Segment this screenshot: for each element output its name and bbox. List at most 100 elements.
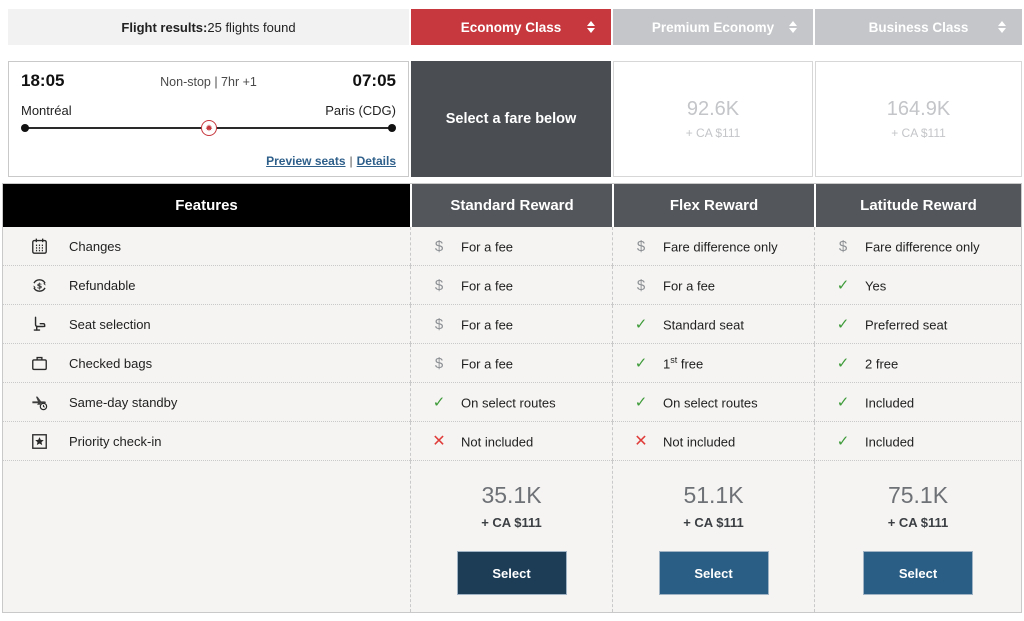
standby-plane-icon <box>29 392 49 412</box>
origin-dot-icon <box>21 124 29 132</box>
svg-text:$: $ <box>36 281 42 290</box>
priority-star-icon <box>29 431 49 451</box>
fee-icon: $ <box>434 276 444 294</box>
feature-value: Included <box>865 395 915 411</box>
links-divider: | <box>349 154 353 168</box>
table-header-row: Features Standard Reward Flex Reward Lat… <box>3 184 1021 227</box>
sort-chevrons-icon <box>587 21 595 33</box>
select-standard-reward-button[interactable]: Select <box>456 551 567 595</box>
preview-seats-link[interactable]: Preview seats <box>266 154 346 168</box>
feature-value: Not included <box>461 434 534 450</box>
fare-summary-row: 18:05 Non-stop | 7hr +1 07:05 Montréal P… <box>8 61 1022 177</box>
feature-value: Included <box>865 434 915 450</box>
latitude-reward-points: 75.1K <box>887 482 949 508</box>
fee-icon: $ <box>434 237 444 255</box>
feature-label: Changes <box>69 238 122 254</box>
features-header: Features <box>3 184 410 227</box>
standard-reward-price-cell: 35.1K + CA $111 Select <box>410 461 612 612</box>
feature-value: For a fee <box>663 278 716 294</box>
flight-results-label: Flight results: <box>121 19 208 35</box>
premium-economy-points: 92.6K <box>686 98 740 120</box>
standard-reward-cash: + CA $111 <box>481 515 542 530</box>
feature-value: For a fee <box>461 317 514 333</box>
column-header-flex-reward: Flex Reward <box>612 184 814 227</box>
sort-chevrons-icon <box>789 21 797 33</box>
flight-path <box>21 120 396 136</box>
cross-icon: ✕ <box>432 433 446 450</box>
latitude-reward-cash: + CA $111 <box>887 515 949 530</box>
feature-value: 1 <box>663 356 671 372</box>
check-icon: ✓ <box>432 394 446 411</box>
feature-value: 2 free <box>865 356 899 372</box>
tab-economy-class[interactable]: Economy Class <box>411 9 611 45</box>
bag-icon <box>29 353 49 373</box>
select-fare-prompt: Select a fare below <box>411 61 611 177</box>
table-row: Seat selection $ For a fee ✓ Standard seat… <box>3 305 1021 344</box>
latitude-reward-price-cell: 75.1K + CA $111 Select <box>814 461 1021 612</box>
check-icon: ✓ <box>634 394 648 411</box>
business-class-fare-cell[interactable]: 164.9K + CA $111 <box>815 61 1022 177</box>
fee-icon: $ <box>636 276 646 294</box>
price-row-spacer <box>3 461 410 612</box>
feature-value: For a fee <box>461 278 514 294</box>
flight-card: 18:05 Non-stop | 7hr +1 07:05 Montréal P… <box>8 61 409 177</box>
standard-reward-points: 35.1K <box>481 482 542 508</box>
check-icon: ✓ <box>836 433 850 450</box>
feature-value: Yes <box>865 278 887 294</box>
column-header-latitude-reward: Latitude Reward <box>814 184 1021 227</box>
check-icon: ✓ <box>634 355 648 372</box>
top-bar: Flight results:25 flights found Economy … <box>8 9 1022 45</box>
premium-economy-fare-cell[interactable]: 92.6K + CA $111 <box>613 61 813 177</box>
table-row: Changes $ For a fee $ Fare difference only… <box>3 227 1021 266</box>
check-icon: ✓ <box>836 355 850 372</box>
origin-city: Montréal <box>21 103 72 118</box>
refund-icon: $ <box>29 275 49 295</box>
arrival-time: 07:05 <box>352 71 396 90</box>
tab-business-class-label: Business Class <box>868 19 969 35</box>
feature-label: Priority check-in <box>69 433 162 449</box>
seat-icon <box>29 314 49 334</box>
business-class-points: 164.9K <box>886 98 951 120</box>
cross-icon: ✕ <box>634 433 648 450</box>
feature-label: Seat selection <box>69 316 151 332</box>
feature-value: Standard seat <box>663 317 744 333</box>
feature-label: Refundable <box>69 277 136 293</box>
flight-results-count: 25 flights found <box>207 19 296 35</box>
feature-value: Not included <box>663 434 736 450</box>
column-header-standard-reward: Standard Reward <box>410 184 612 227</box>
tab-business-class[interactable]: Business Class <box>815 9 1022 45</box>
table-row: Same-day standby ✓ On select routes ✓ On s… <box>3 383 1021 422</box>
sort-chevrons-icon <box>998 21 1006 33</box>
feature-value: On select routes <box>461 395 556 411</box>
departure-time: 18:05 <box>21 71 65 90</box>
price-row: 35.1K + CA $111 Select 51.1K + CA $111 S… <box>3 461 1021 612</box>
destination-city: Paris (CDG) <box>325 103 396 118</box>
feature-value: For a fee <box>461 356 514 372</box>
feature-value: Preferred seat <box>865 317 948 333</box>
table-row: Priority check-in ✕ Not included ✕ Not inc… <box>3 422 1021 461</box>
destination-dot-icon <box>388 124 396 132</box>
table-row: Checked bags $ For a fee ✓ 1st free ✓ 2 fre… <box>3 344 1021 383</box>
flex-reward-points: 51.1K <box>683 482 744 508</box>
fee-icon: $ <box>434 354 444 372</box>
fee-icon: $ <box>838 237 848 255</box>
feature-label: Same-day standby <box>69 394 178 410</box>
flex-reward-price-cell: 51.1K + CA $111 Select <box>612 461 814 612</box>
stops-duration: Non-stop | 7hr +1 <box>160 75 257 89</box>
select-flex-reward-button[interactable]: Select <box>658 551 769 595</box>
tab-economy-class-label: Economy Class <box>460 19 562 35</box>
check-icon: ✓ <box>634 316 648 333</box>
select-fare-prompt-label: Select a fare below <box>445 111 577 127</box>
feature-value: Fare difference only <box>865 239 980 255</box>
fee-icon: $ <box>434 315 444 333</box>
business-class-cash: + CA $111 <box>891 126 946 140</box>
details-link[interactable]: Details <box>356 154 396 168</box>
feature-value: On select routes <box>663 395 758 411</box>
flex-reward-cash: + CA $111 <box>683 515 744 530</box>
premium-economy-cash: + CA $111 <box>685 126 741 140</box>
check-icon: ✓ <box>836 277 850 294</box>
tab-premium-economy[interactable]: Premium Economy <box>613 9 813 45</box>
feature-label: Checked bags <box>69 355 153 371</box>
select-latitude-reward-button[interactable]: Select <box>863 551 973 595</box>
